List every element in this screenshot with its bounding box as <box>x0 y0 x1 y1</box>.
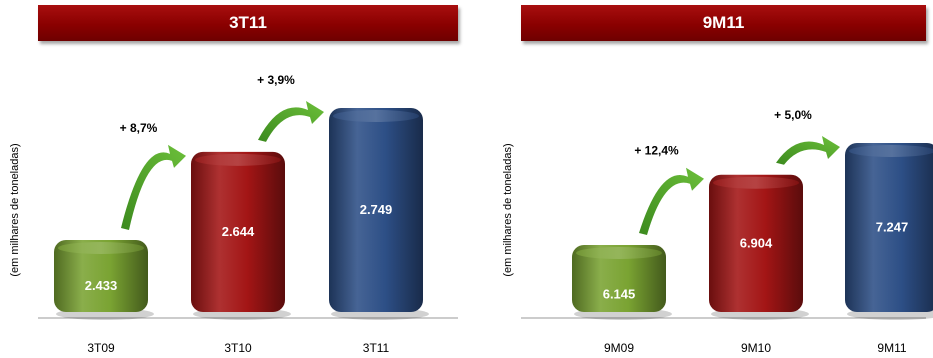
growth-label: + 12,4% <box>634 144 679 158</box>
x-tick-label: 3T09 <box>87 341 115 355</box>
x-tick-label: 9M10 <box>741 341 771 355</box>
chart-3t11: (em milhares de toneladas) 2.433 3T09 2.644… <box>9 73 458 355</box>
growth-label: + 5,0% <box>774 108 812 122</box>
x-tick-label: 3T11 <box>363 341 390 355</box>
bar <box>329 108 429 320</box>
growth-label: + 3,9% <box>257 73 295 87</box>
growth-arrow-icon <box>121 144 186 230</box>
y-axis-label: (em milhares de toneladas) <box>9 143 21 276</box>
x-tick-label: 3T10 <box>224 341 252 355</box>
chart-title: 9M11 <box>702 13 745 32</box>
chart-9m11: (em milhares de toneladas) 6.145 9M09 6.904… <box>502 108 933 355</box>
chart-title-banner: 3T11 <box>38 5 458 41</box>
chart-panel-9m11: 9M11 (em milhares de toneladas) 6.145 9M09… <box>466 0 933 358</box>
bar-value-label: 7.247 <box>876 220 909 235</box>
bar-value-label: 6.904 <box>740 235 773 250</box>
growth-label: + 8,7% <box>120 121 158 135</box>
chart-panel-3t11: 3T11 (em milhares de toneladas) 2.433 3T09… <box>0 0 466 358</box>
bar <box>54 240 154 320</box>
bar-value-label: 2.749 <box>360 202 393 217</box>
chart-title: 3T11 <box>229 13 267 32</box>
growth-arrow-icon <box>639 167 704 235</box>
x-tick-label: 9M11 <box>877 341 906 355</box>
bar <box>572 245 672 320</box>
bar <box>709 174 809 320</box>
x-tick-label: 9M09 <box>604 341 634 355</box>
bar <box>191 151 291 320</box>
bar-value-label: 6.145 <box>603 287 636 302</box>
bar <box>845 143 933 320</box>
growth-arrow-icon <box>258 101 324 142</box>
growth-arrow-icon <box>776 136 840 165</box>
bar-value-label: 2.644 <box>222 224 255 239</box>
bar-value-label: 2.433 <box>85 278 118 293</box>
y-axis-label: (em milhares de toneladas) <box>502 143 514 276</box>
chart-title-banner: 9M11 <box>521 5 926 41</box>
